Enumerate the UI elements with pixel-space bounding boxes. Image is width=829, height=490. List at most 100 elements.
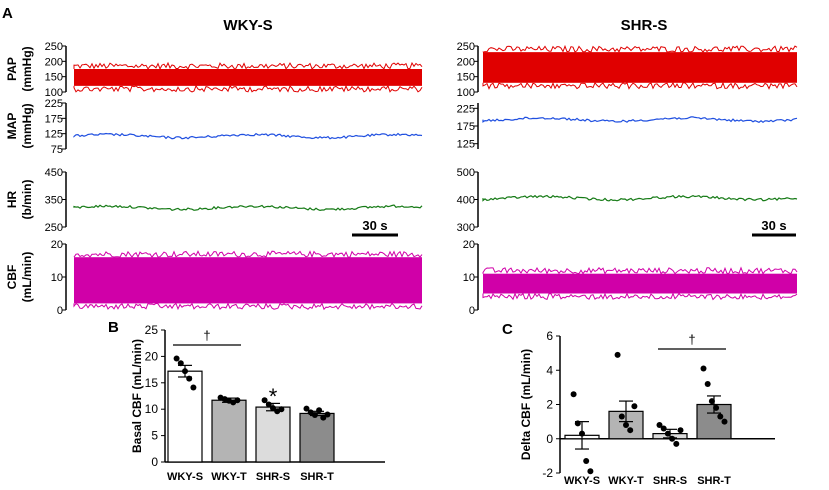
chart-b-data-point bbox=[324, 411, 331, 418]
chart-c-data-point bbox=[673, 440, 680, 447]
chart-b-data-point bbox=[320, 414, 327, 421]
shr-map-trace bbox=[482, 116, 798, 124]
chart-b-data-point bbox=[261, 397, 268, 404]
chart-b-y-label: Basal CBF (mL/min) bbox=[130, 339, 144, 453]
chart-b-data-point bbox=[182, 368, 188, 375]
shr-pap-trace-lower-edge bbox=[482, 81, 798, 90]
shr-cbf-tick-label: 20 bbox=[463, 239, 475, 251]
chart-c-data-point bbox=[717, 413, 724, 420]
wky-hr-tick-label: 450 bbox=[45, 167, 63, 179]
chart-b-data-point bbox=[278, 406, 285, 413]
shr-cbf-tick-label: 0 bbox=[469, 305, 475, 317]
chart-c-data-point bbox=[618, 413, 625, 420]
wky-pap-trace-upper-edge bbox=[73, 61, 423, 71]
shr-map-tick-label: 175 bbox=[457, 121, 475, 133]
wky-pap-trace bbox=[74, 69, 422, 86]
wky-cbf-trace-lower-edge bbox=[73, 302, 423, 311]
wky-map-tick-label: 125 bbox=[45, 129, 63, 141]
wky-map-trace bbox=[73, 132, 423, 140]
chart-b-data-point bbox=[177, 360, 184, 367]
chart-b-bar bbox=[211, 399, 247, 463]
chart-b-data-point bbox=[303, 405, 310, 412]
wky-title: WKY-S bbox=[223, 17, 272, 34]
chart-b-y-tick-label: 5 bbox=[151, 429, 158, 443]
chart-b-y-tick-label: 15 bbox=[145, 376, 159, 390]
wky-pap-tick-label: 250 bbox=[45, 41, 63, 53]
chart-c-data-point bbox=[721, 418, 728, 425]
shr-cbf-trace-lower-edge bbox=[482, 292, 798, 301]
chart-c-data-point bbox=[677, 427, 684, 434]
wky-hr-label: HR bbox=[5, 191, 19, 209]
wky-pap-unit: (mmHg) bbox=[20, 46, 34, 91]
chart-c-significance-marker: † bbox=[688, 332, 695, 347]
chart-b-significance-marker: † bbox=[203, 328, 210, 343]
wky-pap-tick-label: 100 bbox=[45, 87, 63, 99]
shr-pap-trace-upper-edge bbox=[482, 44, 798, 53]
chart-c-data-point bbox=[664, 430, 671, 437]
chart-b-y-tick-label: 0 bbox=[151, 455, 158, 469]
wky-cbf-tick-label: 10 bbox=[51, 272, 63, 284]
chart-b-bar bbox=[255, 406, 291, 463]
chart-b-x-tick-label: SHR-S bbox=[256, 471, 290, 483]
chart-c-data-point bbox=[631, 403, 638, 410]
wky-pap-trace-lower-edge bbox=[73, 84, 423, 93]
chart-b-data-point bbox=[265, 401, 272, 408]
chart-c-y-tick-label: 0 bbox=[546, 432, 553, 446]
chart-b-data-point bbox=[270, 405, 276, 412]
shr-cbf-trace bbox=[483, 273, 797, 294]
wky-pap-tick-label: 200 bbox=[45, 56, 63, 68]
chart-c-y-label: Delta CBF (mL/min) bbox=[519, 349, 533, 460]
chart-c: -2 0 2 4 6 Delta CBF (mL/min) WKY-S WKY-T SHR-S S… bbox=[519, 329, 775, 487]
chart-c-data-point bbox=[583, 458, 590, 465]
chart-c-data-point bbox=[660, 425, 667, 432]
chart-b-x-tick-label: SHR-T bbox=[300, 471, 334, 483]
shr-pap-tick-label: 200 bbox=[457, 56, 475, 68]
shr-cbf-trace-upper-edge bbox=[482, 266, 798, 275]
chart-c-y-tick-label: 6 bbox=[546, 329, 553, 343]
wky-hr-tick-label: 250 bbox=[45, 222, 63, 234]
chart-c-x-tick-label: SHR-S bbox=[653, 475, 687, 487]
wky-cbf-label: CBF bbox=[5, 265, 19, 290]
chart-c-x-tick-label: WKY-S bbox=[564, 475, 600, 487]
shr-hr-tick-label: 300 bbox=[457, 222, 475, 234]
wky-map-unit: (mmHg) bbox=[20, 103, 34, 148]
chart-c-x-tick-label: SHR-T bbox=[697, 475, 731, 487]
wky-hr-trace bbox=[73, 204, 423, 212]
shr-hr-trace bbox=[482, 194, 798, 202]
chart-b-data-point bbox=[316, 407, 323, 414]
chart-c-data-point bbox=[623, 422, 629, 429]
shr-scale-bar-label: 30 s bbox=[761, 218, 786, 233]
chart-b-y-tick-label: 25 bbox=[145, 323, 159, 337]
chart-b-data-point bbox=[173, 355, 180, 362]
chart-b-y-tick-label: 20 bbox=[145, 349, 159, 363]
chart-c-y-tick-label: 2 bbox=[546, 398, 553, 412]
shr-hr-tick-label: 500 bbox=[457, 167, 475, 179]
shr-map-tick-label: 225 bbox=[457, 103, 475, 115]
wky-cbf-unit: (mL/min) bbox=[20, 252, 34, 303]
chart-c-data-point bbox=[574, 420, 581, 427]
chart-b-asterisk: * bbox=[269, 384, 278, 409]
chart-b-data-point bbox=[186, 375, 193, 382]
chart-c-data-point bbox=[627, 427, 634, 434]
chart-c-data-point bbox=[708, 398, 715, 405]
panel-label-c: C bbox=[502, 321, 513, 338]
panel-label-a: A bbox=[2, 5, 13, 22]
panel-label-b: B bbox=[108, 319, 119, 336]
chart-c-data-point bbox=[669, 435, 676, 442]
shr-cbf-tick-label: 10 bbox=[463, 272, 475, 284]
chart-c-y-tick-label: -2 bbox=[542, 466, 553, 480]
wky-map-label: MAP bbox=[5, 113, 19, 140]
chart-b-data-point bbox=[311, 412, 318, 419]
chart-b-bar bbox=[167, 370, 203, 463]
chart-b-x-tick-label: WKY-T bbox=[211, 471, 247, 483]
wky-pap-tick-label: 150 bbox=[45, 72, 63, 84]
chart-c-data-point bbox=[656, 422, 663, 429]
wky-cbf-tick-label: 0 bbox=[57, 305, 63, 317]
chart-c-data-point bbox=[704, 380, 711, 387]
shr-title: SHR-S bbox=[621, 17, 668, 34]
shr-pap-tick-label: 150 bbox=[457, 72, 475, 84]
chart-c-data-point bbox=[579, 430, 585, 437]
